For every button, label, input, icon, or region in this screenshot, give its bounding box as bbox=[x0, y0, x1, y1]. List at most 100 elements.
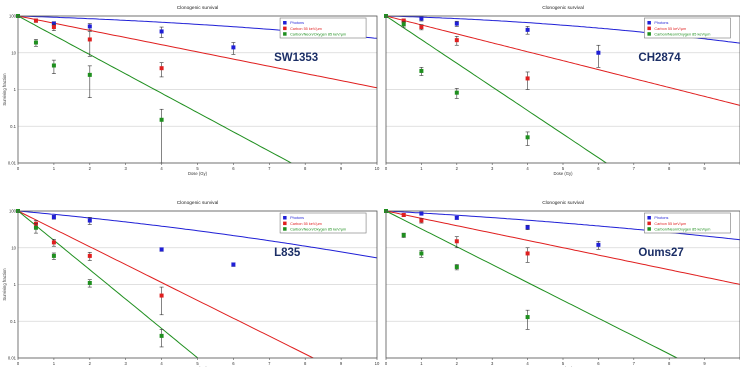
data-point bbox=[525, 251, 530, 256]
plot-frame bbox=[17, 15, 378, 164]
data-point bbox=[87, 218, 92, 223]
legend-marker bbox=[283, 216, 287, 220]
cell-line-label: SW1353 bbox=[274, 52, 318, 64]
fit-curve bbox=[18, 211, 377, 259]
legend-label: Photons bbox=[290, 216, 304, 220]
plot-frame bbox=[385, 210, 740, 359]
y-axis-label: Surviving fraction bbox=[2, 73, 7, 106]
x-tick-label: 10 bbox=[375, 361, 380, 366]
x-tick-label: 7 bbox=[268, 166, 271, 171]
data-point bbox=[401, 212, 406, 217]
data-point bbox=[231, 45, 236, 50]
data-point bbox=[159, 117, 164, 122]
cell-line-label: L835 bbox=[274, 247, 301, 259]
data-point bbox=[525, 76, 530, 81]
y-axis-label: Surviving fraction bbox=[2, 268, 7, 301]
data-point bbox=[454, 21, 459, 26]
x-tick-label: 6 bbox=[597, 166, 600, 171]
data-point bbox=[525, 135, 530, 140]
chart-title: Clonogenic survival bbox=[542, 5, 584, 11]
x-tick-label: 1 bbox=[53, 166, 56, 171]
x-tick-label: 7 bbox=[633, 361, 636, 366]
x-tick-label: 9 bbox=[340, 166, 343, 171]
data-point bbox=[159, 66, 164, 71]
legend-marker bbox=[283, 32, 287, 36]
legend-label: Carbon/Neon/Oxygen 85 keV/µm bbox=[290, 227, 346, 231]
data-point bbox=[159, 29, 164, 34]
x-tick-label: 1 bbox=[420, 166, 423, 171]
x-tick-label: 3 bbox=[125, 361, 128, 366]
x-tick-label: 3 bbox=[491, 166, 494, 171]
x-tick-label: 8 bbox=[304, 361, 307, 366]
x-tick-label: 2 bbox=[456, 166, 459, 171]
legend-label: Carbon 55 keV/µm bbox=[290, 27, 322, 31]
x-tick-label: 6 bbox=[597, 361, 600, 366]
y-tick-label: 10 bbox=[11, 50, 16, 55]
data-point bbox=[525, 315, 530, 320]
x-tick-label: 3 bbox=[491, 361, 494, 366]
x-tick-label: 7 bbox=[633, 166, 636, 171]
x-tick-label: 9 bbox=[340, 361, 343, 366]
legend-marker bbox=[647, 221, 651, 226]
x-tick-label: 7 bbox=[268, 361, 271, 366]
x-tick-label: 8 bbox=[304, 166, 307, 171]
legend-marker bbox=[647, 32, 651, 36]
data-point bbox=[401, 233, 406, 238]
x-tick-label: 2 bbox=[456, 361, 459, 366]
legend-label: Photons bbox=[654, 21, 668, 25]
x-tick-label: 4 bbox=[526, 361, 529, 366]
legend-label: Photons bbox=[654, 216, 668, 220]
chart-panel-sw1353: 0.01 0.1 1 10 100 0 1 2 3 4 5 6 7 8 9 10 Clonogenic surv… bbox=[2, 5, 380, 176]
x-tick-label: 4 bbox=[526, 166, 529, 171]
plot-frame bbox=[385, 15, 740, 164]
x-tick-label: 0 bbox=[17, 361, 20, 366]
data-point bbox=[419, 251, 424, 256]
x-tick-label: 2 bbox=[89, 361, 92, 366]
fit-curve bbox=[18, 16, 377, 89]
data-point bbox=[51, 215, 56, 220]
data-point bbox=[596, 50, 601, 55]
fit-curve bbox=[386, 211, 679, 358]
legend-box bbox=[279, 212, 367, 234]
data-point bbox=[454, 38, 459, 43]
x-tick-label: 4 bbox=[160, 166, 163, 171]
y-tick-label: 0.1 bbox=[10, 124, 16, 129]
x-tick-label: 0 bbox=[385, 166, 388, 171]
fit-curve bbox=[386, 16, 740, 106]
x-tick-label: 5 bbox=[196, 361, 199, 366]
data-point bbox=[525, 225, 530, 230]
legend-marker bbox=[283, 221, 287, 226]
fit-curve bbox=[18, 211, 315, 358]
legend-marker bbox=[283, 26, 287, 31]
chart-title: Clonogenic survival bbox=[177, 5, 219, 11]
x-tick-label: 9 bbox=[703, 361, 706, 366]
x-tick-label: 2 bbox=[89, 166, 92, 171]
data-point bbox=[454, 90, 459, 95]
data-point bbox=[159, 333, 164, 338]
chart-panel-ch2874: 0 1 2 3 4 5 6 7 8 9 Clonogenic survival Dose (Gy) Ph… bbox=[384, 5, 740, 176]
data-point bbox=[51, 253, 56, 258]
x-tick-label: 8 bbox=[668, 361, 671, 366]
data-point bbox=[401, 22, 406, 27]
plot-frame bbox=[17, 210, 378, 359]
data-point bbox=[419, 218, 424, 223]
data-point bbox=[159, 293, 164, 298]
legend-label: Carbon 55 keV/µm bbox=[654, 27, 686, 31]
data-point bbox=[87, 37, 92, 42]
data-point bbox=[51, 63, 56, 68]
y-tick-label: 0.1 bbox=[10, 319, 16, 324]
x-tick-label: 4 bbox=[160, 361, 163, 366]
fit-curve bbox=[18, 211, 199, 358]
legend-label: Carbon 55 keV/µm bbox=[290, 222, 322, 226]
x-tick-label: 0 bbox=[17, 166, 20, 171]
x-tick-label: 0 bbox=[385, 361, 388, 366]
data-point bbox=[419, 68, 424, 73]
data-point bbox=[419, 211, 424, 216]
x-tick-label: 10 bbox=[375, 166, 380, 171]
legend-marker bbox=[647, 216, 651, 220]
y-tick-label: 1 bbox=[14, 282, 17, 287]
y-tick-label: 100 bbox=[9, 14, 17, 19]
legend-label: Carbon/Neon/Oxygen 85 keV/µm bbox=[290, 32, 346, 36]
